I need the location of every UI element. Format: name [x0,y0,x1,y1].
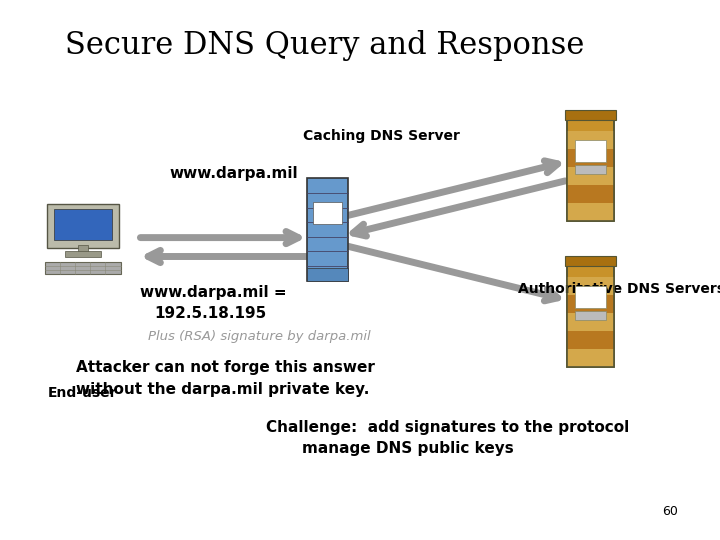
FancyBboxPatch shape [567,131,614,150]
Text: www.darpa.mil =: www.darpa.mil = [140,285,287,300]
FancyBboxPatch shape [567,277,614,295]
FancyBboxPatch shape [567,349,614,367]
FancyBboxPatch shape [575,140,606,162]
Bar [320,272,326,275]
Text: 60: 60 [662,505,678,518]
Text: Authoritative DNS Servers: Authoritative DNS Servers [518,282,720,296]
FancyBboxPatch shape [567,185,614,204]
Text: Challenge:  add signatures to the protocol: Challenge: add signatures to the protoco… [266,420,630,435]
FancyBboxPatch shape [307,178,348,281]
Bar [310,272,317,275]
FancyBboxPatch shape [567,331,614,349]
Bar [65,251,101,256]
FancyBboxPatch shape [307,268,348,281]
Text: End-user: End-user [48,386,117,400]
Text: Secure DNS Query and Response: Secure DNS Query and Response [65,30,584,60]
FancyBboxPatch shape [575,286,606,308]
FancyBboxPatch shape [567,167,614,185]
Text: 192.5.18.195: 192.5.18.195 [155,306,267,321]
FancyBboxPatch shape [54,208,112,240]
Text: without the darpa.mil private key.: without the darpa.mil private key. [76,382,369,397]
FancyBboxPatch shape [567,204,614,221]
FancyBboxPatch shape [567,259,614,367]
Bar [329,272,336,275]
FancyBboxPatch shape [575,165,606,174]
FancyBboxPatch shape [47,204,119,248]
FancyBboxPatch shape [313,201,342,224]
FancyBboxPatch shape [575,311,606,320]
FancyBboxPatch shape [567,295,614,313]
Bar [78,245,88,253]
Text: Attacker can not forge this answer: Attacker can not forge this answer [76,360,374,375]
Text: Caching DNS Server: Caching DNS Server [303,129,460,143]
FancyBboxPatch shape [567,150,614,167]
Text: www.darpa.mil: www.darpa.mil [169,166,298,181]
Text: manage DNS public keys: manage DNS public keys [302,441,514,456]
Text: Plus (RSA) signature by darpa.mil: Plus (RSA) signature by darpa.mil [148,330,370,343]
FancyBboxPatch shape [45,262,121,274]
FancyBboxPatch shape [565,110,616,120]
FancyBboxPatch shape [565,256,616,266]
FancyBboxPatch shape [567,313,614,331]
FancyBboxPatch shape [567,113,614,221]
